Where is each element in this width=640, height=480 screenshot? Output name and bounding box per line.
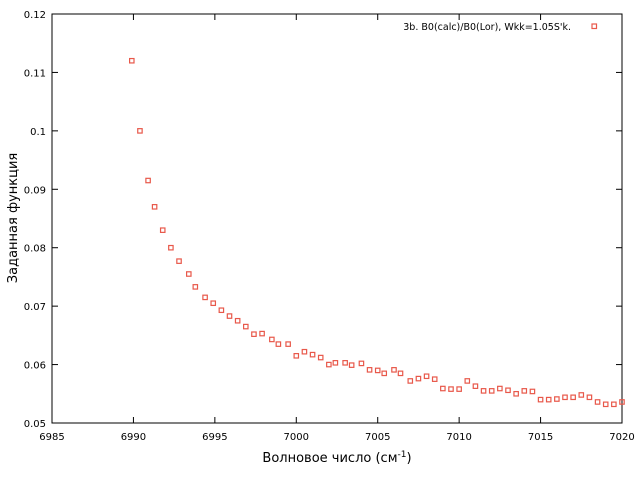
data-point [168, 244, 174, 251]
y-tick-label: 0.05 [24, 419, 46, 430]
data-point [275, 341, 282, 347]
x-tick-label: 7000 [284, 432, 309, 443]
data-point [210, 300, 217, 307]
data-point [151, 204, 158, 210]
x-tick-label: 6985 [39, 432, 64, 443]
x-tick-label: 7010 [446, 432, 471, 443]
data-point [285, 341, 291, 347]
data-point [594, 399, 601, 405]
data-point [332, 360, 339, 366]
data-point [448, 386, 454, 392]
data-point [301, 348, 308, 355]
x-axis-label-main: Волновое число (см [262, 451, 397, 466]
data-point [366, 367, 373, 373]
data-point [145, 177, 151, 184]
data-point [415, 375, 422, 382]
data-point [269, 336, 275, 343]
data-point [440, 385, 446, 392]
data-point [423, 373, 430, 380]
data-point [545, 396, 552, 403]
data-point [611, 401, 617, 408]
data-point [488, 388, 495, 394]
y-tick-label: 0.12 [24, 10, 46, 21]
data-point [480, 388, 487, 394]
x-tick-label: 6990 [121, 432, 146, 443]
data-point [176, 258, 182, 264]
legend-marker [591, 23, 598, 30]
x-tick-label: 6995 [202, 432, 227, 443]
data-point [326, 361, 332, 368]
data-point [521, 388, 528, 394]
data-point [243, 323, 249, 330]
data-point [391, 367, 397, 373]
data-point [381, 370, 388, 377]
x-axis-label-end: ) [406, 451, 411, 466]
data-point [464, 378, 471, 384]
axis-tick-labels: 6985 6990 6995 7000 7005 7010 7015 7020 0.05 0.06… [24, 10, 635, 443]
data-point [259, 330, 265, 337]
legend-label: 3b. B0(calc)/B0(Lor), Wkk=1.05S'k. [403, 22, 571, 33]
legend: 3b. B0(calc)/B0(Lor), Wkk=1.05S'k. [403, 22, 598, 33]
y-tick-label: 0.1 [30, 127, 46, 138]
y-axis-label: Заданная функция [6, 153, 21, 283]
y-tick-label: 0.06 [24, 361, 46, 372]
data-point [293, 353, 300, 359]
axis-ticks [51, 13, 623, 424]
data-point [234, 317, 241, 324]
data-point [505, 387, 511, 394]
data-point [407, 378, 414, 384]
data-point [619, 399, 625, 405]
x-tick-label: 7005 [365, 432, 390, 443]
data-point [513, 390, 519, 397]
data-point [159, 227, 166, 233]
data-point [251, 331, 257, 337]
y-tick-label: 0.11 [24, 68, 46, 79]
x-axis-label-superscript: -1 [398, 450, 407, 460]
x-tick-label: 7015 [528, 432, 553, 443]
data-point [537, 396, 544, 403]
data-point [529, 388, 536, 395]
data-point [431, 376, 438, 382]
data-point [562, 394, 568, 401]
data-point [358, 360, 365, 367]
data-point [202, 294, 208, 301]
data-point [342, 360, 348, 366]
data-point [374, 367, 381, 374]
data-point [497, 385, 503, 392]
x-tick-label: 7020 [609, 432, 634, 443]
data-point [554, 396, 560, 402]
data-point [578, 392, 585, 398]
data-point [348, 362, 355, 368]
y-tick-label: 0.08 [24, 244, 46, 255]
data-point [472, 383, 479, 389]
data-point [602, 401, 609, 408]
y-tick-label: 0.07 [24, 302, 46, 313]
data-point [226, 313, 233, 319]
data-point [137, 128, 143, 134]
data-point [456, 386, 462, 392]
data-point [397, 370, 404, 377]
data-point [309, 351, 316, 358]
data-point [586, 394, 593, 401]
data-points [129, 57, 625, 408]
data-point [186, 271, 192, 277]
data-point [218, 307, 225, 314]
plot-area-frame [51, 13, 623, 424]
data-point [192, 284, 199, 290]
data-point [570, 394, 576, 401]
data-point [129, 57, 135, 64]
data-point [317, 354, 324, 361]
x-axis-label: Волновое число (см-1) [262, 450, 411, 466]
y-tick-label: 0.09 [24, 185, 46, 196]
